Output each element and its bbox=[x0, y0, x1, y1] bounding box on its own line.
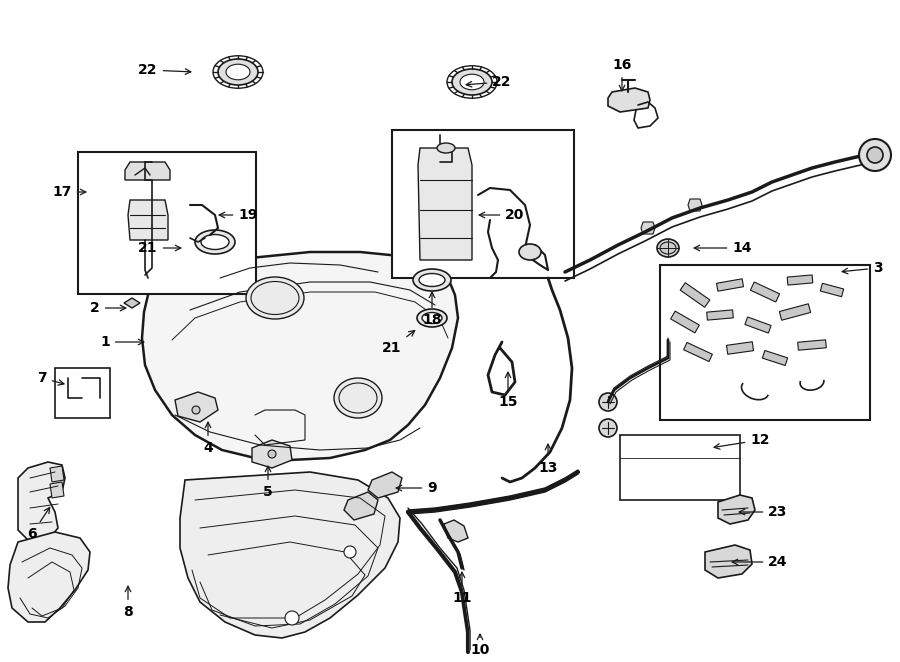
Polygon shape bbox=[444, 520, 468, 542]
Ellipse shape bbox=[246, 277, 304, 319]
Polygon shape bbox=[344, 492, 378, 520]
Text: 14: 14 bbox=[694, 241, 751, 255]
Ellipse shape bbox=[201, 234, 229, 250]
Text: 13: 13 bbox=[538, 444, 558, 475]
Polygon shape bbox=[252, 440, 292, 468]
Text: 21: 21 bbox=[139, 241, 181, 255]
Circle shape bbox=[344, 546, 356, 558]
Ellipse shape bbox=[460, 74, 484, 90]
Text: 18: 18 bbox=[422, 292, 442, 327]
Ellipse shape bbox=[419, 273, 445, 287]
Polygon shape bbox=[175, 392, 218, 422]
Polygon shape bbox=[745, 317, 771, 333]
Polygon shape bbox=[125, 162, 170, 180]
Text: 21: 21 bbox=[382, 330, 415, 355]
Text: 9: 9 bbox=[396, 481, 436, 495]
Polygon shape bbox=[418, 148, 472, 260]
Polygon shape bbox=[680, 283, 710, 307]
Text: 20: 20 bbox=[479, 208, 525, 222]
Circle shape bbox=[285, 611, 299, 625]
Bar bbox=[55, 368, 110, 418]
Polygon shape bbox=[128, 200, 168, 240]
Circle shape bbox=[867, 147, 883, 163]
Polygon shape bbox=[718, 495, 755, 524]
Polygon shape bbox=[751, 282, 779, 302]
Text: 11: 11 bbox=[453, 572, 472, 605]
Ellipse shape bbox=[422, 312, 442, 324]
Polygon shape bbox=[762, 350, 788, 365]
Text: 24: 24 bbox=[733, 555, 788, 569]
Text: 23: 23 bbox=[739, 505, 788, 519]
Text: 4: 4 bbox=[203, 422, 213, 455]
Polygon shape bbox=[198, 235, 218, 250]
Text: 15: 15 bbox=[499, 372, 517, 409]
Polygon shape bbox=[8, 532, 90, 622]
Polygon shape bbox=[124, 298, 140, 308]
Polygon shape bbox=[670, 311, 699, 333]
Text: 8: 8 bbox=[123, 586, 133, 619]
Ellipse shape bbox=[218, 59, 258, 85]
Polygon shape bbox=[705, 545, 752, 578]
Ellipse shape bbox=[657, 239, 679, 257]
Text: 1: 1 bbox=[100, 335, 144, 349]
Ellipse shape bbox=[452, 69, 492, 95]
Text: 10: 10 bbox=[471, 634, 490, 657]
Polygon shape bbox=[797, 340, 826, 350]
Text: 17: 17 bbox=[52, 185, 86, 199]
Ellipse shape bbox=[195, 230, 235, 254]
Polygon shape bbox=[50, 466, 64, 482]
Polygon shape bbox=[180, 472, 400, 638]
Circle shape bbox=[192, 406, 200, 414]
Polygon shape bbox=[641, 222, 655, 234]
Ellipse shape bbox=[334, 378, 382, 418]
Polygon shape bbox=[50, 482, 64, 498]
Text: 3: 3 bbox=[842, 261, 883, 275]
Polygon shape bbox=[726, 342, 753, 354]
Polygon shape bbox=[608, 88, 650, 112]
Ellipse shape bbox=[226, 64, 250, 80]
Text: 12: 12 bbox=[714, 433, 770, 449]
Text: 16: 16 bbox=[612, 58, 632, 91]
Polygon shape bbox=[684, 342, 713, 361]
Bar bbox=[620, 435, 740, 500]
Text: 22: 22 bbox=[139, 63, 191, 77]
Ellipse shape bbox=[660, 242, 676, 254]
Text: 5: 5 bbox=[263, 466, 273, 499]
Polygon shape bbox=[706, 310, 733, 320]
Polygon shape bbox=[142, 252, 458, 460]
Polygon shape bbox=[368, 472, 402, 498]
Circle shape bbox=[859, 139, 891, 171]
Text: 6: 6 bbox=[27, 508, 50, 541]
Circle shape bbox=[599, 419, 617, 437]
Polygon shape bbox=[779, 304, 811, 320]
Polygon shape bbox=[820, 283, 843, 297]
Polygon shape bbox=[788, 275, 813, 285]
Circle shape bbox=[268, 450, 276, 458]
Polygon shape bbox=[18, 462, 65, 540]
Bar bbox=[392, 130, 574, 278]
Ellipse shape bbox=[437, 143, 455, 153]
Ellipse shape bbox=[417, 309, 447, 327]
Ellipse shape bbox=[413, 269, 451, 291]
Circle shape bbox=[599, 393, 617, 411]
Bar bbox=[78, 152, 256, 294]
Text: 22: 22 bbox=[466, 75, 512, 89]
Text: 2: 2 bbox=[90, 301, 126, 315]
Text: 19: 19 bbox=[220, 208, 257, 222]
Polygon shape bbox=[688, 199, 702, 211]
Text: 7: 7 bbox=[37, 371, 64, 385]
Ellipse shape bbox=[519, 244, 541, 260]
Bar bbox=[660, 265, 870, 420]
Polygon shape bbox=[716, 279, 743, 291]
